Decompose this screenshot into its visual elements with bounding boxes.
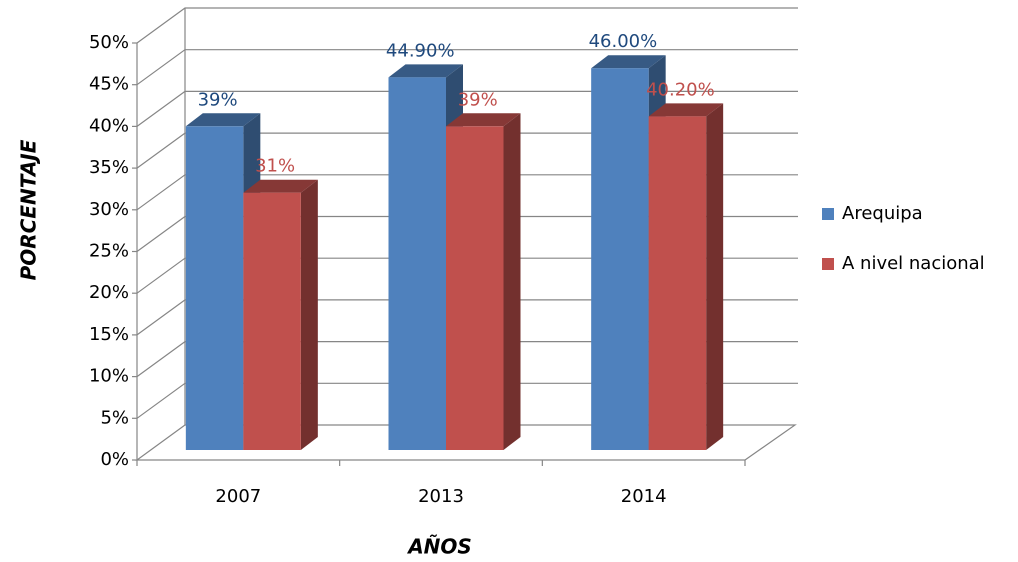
y-tick-label: 30% (89, 199, 129, 220)
bar-front (185, 126, 244, 451)
x-tick-label: 2007 (215, 486, 261, 507)
bar-side (706, 103, 724, 450)
value-label: 39% (198, 89, 238, 110)
y-tick-label: 5% (100, 407, 129, 428)
value-label: 40.20% (646, 79, 715, 100)
bar (648, 103, 724, 450)
y-tick-label: 10% (89, 366, 129, 387)
bar-side (300, 179, 318, 450)
bar-top (591, 55, 666, 69)
bar-top (388, 64, 463, 78)
grid-line (136, 49, 798, 86)
bar-front (446, 126, 504, 451)
y-tick-label: 50% (89, 32, 129, 53)
bar-top (446, 113, 521, 127)
legend-swatch (822, 208, 834, 220)
grid-line (136, 7, 798, 44)
bar (446, 113, 521, 451)
legend-swatch (822, 258, 834, 270)
y-tick-label: 15% (89, 324, 129, 345)
bar-front (243, 192, 301, 450)
y-tick-label: 35% (89, 157, 129, 178)
value-label: 31% (255, 156, 295, 177)
bar-front (591, 68, 649, 450)
bar-front (648, 116, 707, 450)
bar-top (648, 103, 724, 117)
value-label: 46.00% (589, 31, 658, 52)
value-label: 39% (458, 89, 498, 110)
value-label: 44.90% (386, 40, 455, 61)
y-tick-label: 20% (89, 282, 129, 303)
legend-label: Arequipa (842, 203, 923, 224)
y-tick-label: 0% (100, 449, 129, 470)
bar (243, 179, 318, 450)
legend-label: A nivel nacional (842, 253, 985, 274)
x-tick-label: 2013 (418, 486, 464, 507)
x-axis-title: AÑOS (406, 535, 472, 559)
bar-front (388, 77, 446, 450)
y-tick-label: 45% (89, 74, 129, 95)
bar-top (185, 113, 261, 127)
bar-top (243, 179, 318, 193)
bar-side (503, 113, 521, 451)
y-tick-label: 25% (89, 241, 129, 262)
y-axis-title: PORCENTAJE (17, 139, 41, 280)
x-tick-label: 2014 (621, 486, 667, 507)
y-tick-label: 40% (89, 115, 129, 136)
